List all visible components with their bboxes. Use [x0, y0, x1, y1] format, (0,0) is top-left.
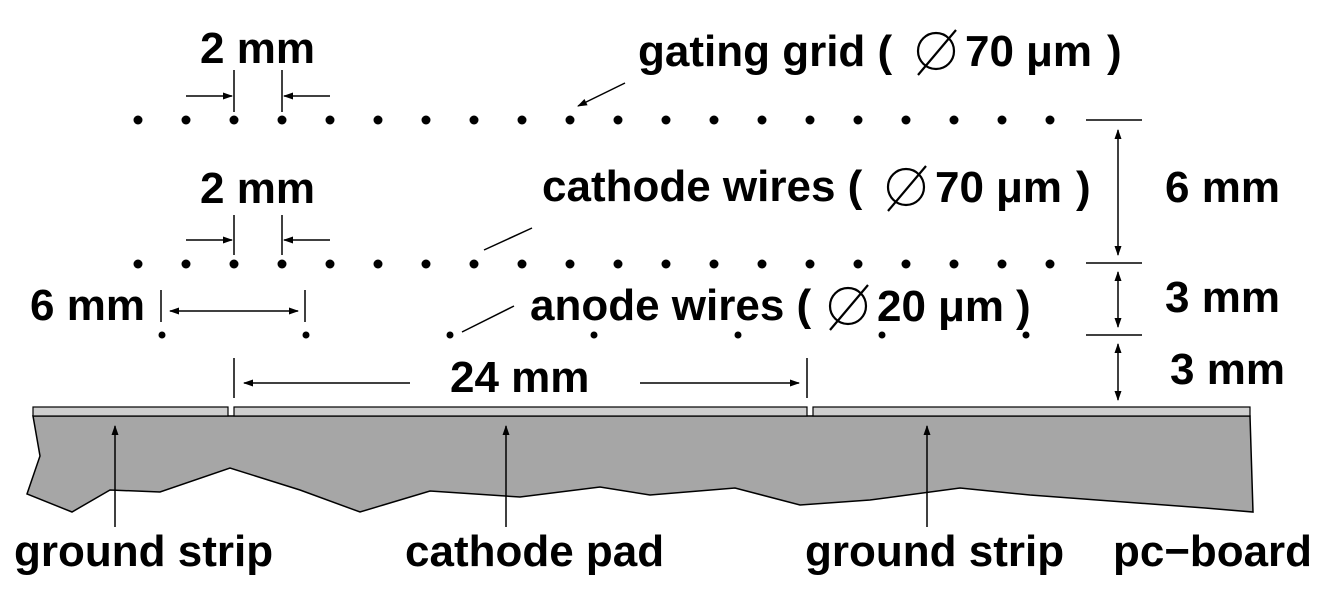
ground-strip-left-label: ground strip: [14, 527, 273, 576]
gating-wire-dot: [181, 115, 191, 125]
cathode-wire-dot: [421, 259, 431, 269]
gating-paren-close: ): [1107, 27, 1122, 76]
ground-strip-right-label: ground strip: [805, 527, 1064, 576]
cathode-diameter-value: 70: [935, 163, 984, 212]
anode-wire-dot: [302, 331, 310, 339]
cathode-wires-label: cathode wires (: [542, 162, 863, 211]
cathode-wire-dot: [853, 259, 863, 269]
cathode-wire-dot: [565, 259, 575, 269]
anode-wires-pointer: [461, 305, 515, 333]
cathode-wire-dot: [181, 259, 191, 269]
gating-wire-dot: [565, 115, 575, 125]
gating-wire-dot: [949, 115, 959, 125]
cathode-wire-dot: [949, 259, 959, 269]
gating-wire-dot: [757, 115, 767, 125]
cathode-wire-dot: [709, 259, 719, 269]
cathode-wire-dot: [901, 259, 911, 269]
gating-wire-dot: [997, 115, 1007, 125]
anode-wire-dot: [158, 331, 166, 339]
pad-width-label: 24 mm: [450, 353, 589, 402]
gap-mid-label: 3 mm: [1165, 273, 1280, 322]
cathode-wire-dot: [133, 259, 143, 269]
anode-wire-dot: [1022, 331, 1030, 339]
cathode-pad-strip: [233, 406, 808, 417]
gating-wire-dot: [229, 115, 239, 125]
gating-wire-dot: [1045, 115, 1055, 125]
gating-wire-dot: [421, 115, 431, 125]
cathode-wire-dot: [469, 259, 479, 269]
ground-strip-left: [32, 406, 229, 417]
cathode-wire-dot: [229, 259, 239, 269]
cathode-paren-close: ): [1076, 163, 1091, 212]
gating-wire-dot: [805, 115, 815, 125]
gating-diameter-value: 70: [965, 27, 1014, 76]
anode-wire-dot: [734, 331, 742, 339]
gating-wire-dot: [325, 115, 335, 125]
anode-wires: [158, 331, 1030, 339]
cathode-wires-pointer: [483, 227, 533, 251]
cathode-wire-dot: [277, 259, 287, 269]
gating-wire-dot: [133, 115, 143, 125]
gating-wire-dot: [901, 115, 911, 125]
gating-wire-dot: [469, 115, 479, 125]
cathode-wire-dot: [613, 259, 623, 269]
anode-wires-label: anode wires (: [530, 281, 812, 330]
cathode-wire-dot: [517, 259, 527, 269]
cathode-spacing-label: 2 mm: [200, 164, 315, 213]
gating-wire-dot: [709, 115, 719, 125]
cathode-diameter-symbol-icon: [886, 165, 927, 212]
anode-micron-unit: μm: [938, 282, 1004, 331]
cathode-wire-dot: [757, 259, 767, 269]
cathode-wires: [133, 259, 1055, 269]
gating-grid-pointer: [577, 82, 626, 107]
ground-strip-right: [812, 406, 1251, 417]
gap-bottom-label: 3 mm: [1170, 345, 1285, 394]
anode-wires-prefix: anode wires (: [530, 281, 812, 330]
pad-width-dimension: [233, 358, 808, 398]
pc-board-label: pc−board: [1113, 527, 1312, 576]
anode-wire-dot: [878, 331, 886, 339]
gating-wire-dot: [373, 115, 383, 125]
gap-top-label: 6 mm: [1165, 163, 1280, 212]
gating-spacing-label: 2 mm: [200, 24, 315, 73]
gating-grid-wires: [133, 115, 1055, 125]
gating-diameter-symbol-icon: [916, 29, 957, 76]
gating-micron-unit: μm: [1026, 27, 1092, 76]
cathode-spacing-marker: [186, 215, 330, 255]
anode-wire-dot: [446, 331, 454, 339]
pc-board: [26, 415, 1254, 513]
anode-diameter-symbol-icon: [828, 284, 869, 331]
gating-grid-prefix: gating grid (: [638, 27, 893, 76]
cathode-micron-unit: μm: [996, 163, 1062, 212]
anode-diameter-value: 20: [877, 282, 926, 331]
gating-wire-dot: [517, 115, 527, 125]
anode-spacing-marker: [160, 290, 306, 322]
cathode-wire-dot: [661, 259, 671, 269]
cathode-wire-dot: [1045, 259, 1055, 269]
cathode-wire-dot: [373, 259, 383, 269]
gating-grid-label: gating grid (: [638, 27, 893, 76]
anode-spacing-label: 6 mm: [30, 281, 145, 330]
cathode-wires-prefix: cathode wires (: [542, 162, 863, 211]
cathode-pad-label: cathode pad: [405, 527, 664, 576]
anode-paren-close: ): [1016, 282, 1031, 331]
cathode-wire-dot: [325, 259, 335, 269]
cathode-wire-dot: [997, 259, 1007, 269]
gating-wire-dot: [661, 115, 671, 125]
gating-wire-dot: [277, 115, 287, 125]
gating-spacing-marker: [186, 70, 330, 112]
vertical-gap-dimensions: [1086, 119, 1142, 401]
gating-wire-dot: [853, 115, 863, 125]
gating-wire-dot: [613, 115, 623, 125]
cathode-wire-dot: [805, 259, 815, 269]
anode-wire-dot: [590, 331, 598, 339]
